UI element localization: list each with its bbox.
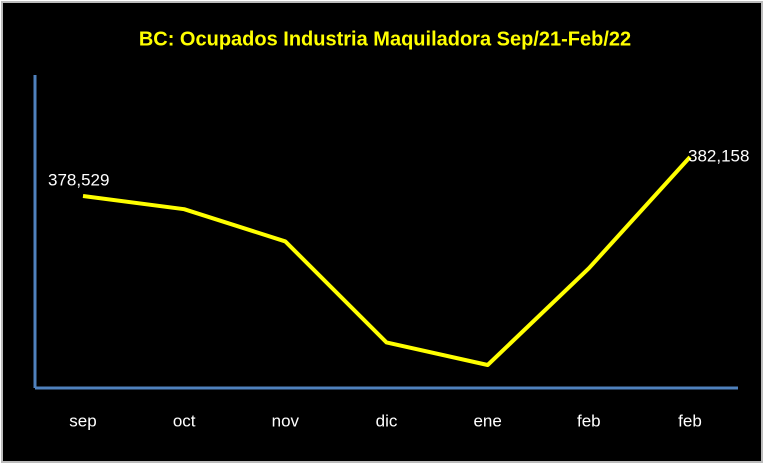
data-label: 378,529 — [48, 170, 109, 189]
line-series — [82, 155, 692, 367]
chart-background — [1, 1, 763, 463]
x-tick-label: feb — [678, 411, 702, 430]
x-tick-label: sep — [69, 411, 96, 430]
x-tick-label: feb — [577, 411, 601, 430]
x-tick-label: ene — [473, 411, 501, 430]
x-tick-label: oct — [173, 411, 196, 430]
data-label: 382,158 — [688, 146, 749, 165]
chart-title: BC: Ocupados Industria Maquiladora Sep/2… — [139, 28, 631, 50]
x-tick-label: nov — [272, 411, 300, 430]
x-tick-label: dic — [376, 411, 398, 430]
